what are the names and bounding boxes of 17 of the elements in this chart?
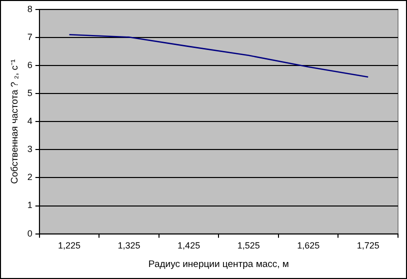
x-tick-label: 1,625 xyxy=(297,240,320,251)
x-tick-label: 1,725 xyxy=(356,240,380,251)
y-tick-label: 3 xyxy=(27,144,32,154)
y-axis-title: Собственная частота ? ₂, с⁻¹ xyxy=(9,59,20,184)
x-tick-label: 1,225 xyxy=(58,240,81,251)
y-tick-label: 4 xyxy=(27,116,32,126)
y-tick-label: 8 xyxy=(27,4,32,14)
y-tick-label: 0 xyxy=(27,228,32,238)
y-tick-label: 2 xyxy=(27,172,32,182)
x-axis-title: Радиус инерции центра масс, м xyxy=(148,258,289,270)
y-tick-label: 7 xyxy=(27,32,32,42)
x-tick-label: 1,325 xyxy=(118,240,140,251)
y-tick-label: 1 xyxy=(27,200,32,210)
x-tick-label: 1,425 xyxy=(178,240,200,251)
x-tick-label: 1,525 xyxy=(237,240,260,251)
y-tick-label: 6 xyxy=(27,60,32,70)
y-tick-label: 5 xyxy=(27,88,32,98)
